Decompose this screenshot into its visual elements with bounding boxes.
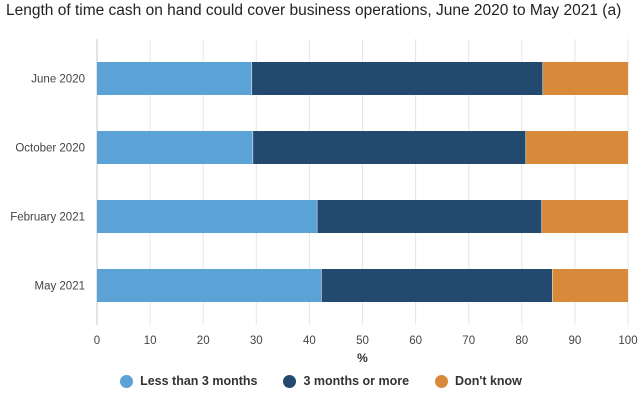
- x-tick-labels: 0 10 20 30 40 50 60 70 80 90 100: [94, 335, 638, 347]
- chart-title: Length of time cash on hand could cover …: [6, 2, 622, 19]
- legend-item: Less than 3 months: [120, 374, 257, 388]
- x-tick-label: 20: [197, 335, 210, 347]
- legend-item: Don't know: [435, 374, 522, 388]
- x-tick-label: 100: [618, 335, 637, 347]
- x-tick-label: 10: [144, 335, 157, 347]
- bar-segment: [97, 269, 322, 302]
- x-tick-label: 0: [94, 335, 100, 347]
- bar-segment: [97, 62, 253, 95]
- legend-swatch: [120, 374, 134, 388]
- legend: Less than 3 months 3 months or more Don't …: [0, 374, 642, 388]
- x-tick-label: 90: [569, 335, 582, 347]
- bar-segment: [252, 62, 544, 95]
- legend-swatch: [283, 374, 297, 388]
- legend-swatch: [435, 374, 449, 388]
- bar-segment: [543, 62, 628, 95]
- category-label: February 2021: [10, 212, 85, 224]
- x-tick-label: 30: [250, 335, 263, 347]
- category-labels: June 2020 October 2020 February 2021 May 20…: [10, 74, 85, 293]
- bar-segment: [321, 269, 553, 302]
- category-label: June 2020: [31, 74, 85, 86]
- x-tick-label: 70: [462, 335, 475, 347]
- category-label: October 2020: [15, 143, 85, 155]
- bar-segment: [541, 200, 628, 233]
- stacked-bar-chart: June 2020 October 2020 February 2021 May 20…: [10, 39, 638, 365]
- x-tick-label: 50: [356, 335, 369, 347]
- x-tick-label: 80: [515, 335, 528, 347]
- legend-label: 3 months or more: [303, 374, 410, 388]
- bar-segment: [317, 200, 542, 233]
- bar-segment: [552, 269, 628, 302]
- bar-segment: [526, 131, 628, 164]
- x-tick-label: 60: [409, 335, 422, 347]
- bar-segment: [97, 131, 254, 164]
- bar-segment: [97, 200, 318, 233]
- x-axis-title: %: [357, 351, 368, 365]
- legend-label: Don't know: [455, 374, 522, 388]
- legend-item: 3 months or more: [283, 374, 409, 388]
- legend-label: Less than 3 months: [140, 374, 258, 388]
- bar-segment: [253, 131, 527, 164]
- bars: [97, 62, 628, 302]
- x-tick-label: 40: [303, 335, 316, 347]
- category-label: May 2021: [34, 281, 85, 293]
